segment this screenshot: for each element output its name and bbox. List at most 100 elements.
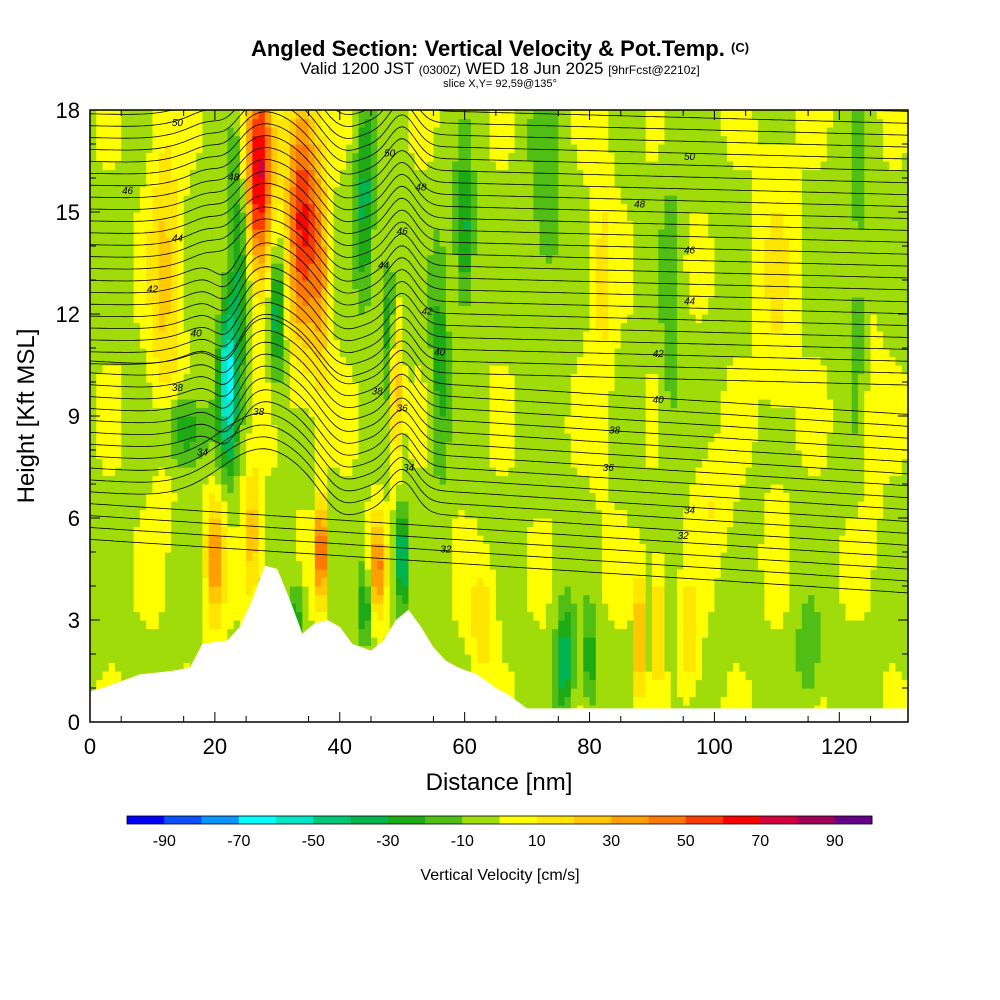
velocity-cell: [427, 620, 435, 630]
velocity-cell: [202, 365, 210, 375]
velocity-cell: [158, 178, 166, 188]
velocity-cell: [458, 390, 466, 400]
velocity-cell: [508, 611, 516, 621]
velocity-cell: [208, 305, 216, 315]
velocity-cell: [102, 433, 110, 443]
velocity-cell: [445, 424, 453, 434]
velocity-cell: [264, 127, 272, 137]
velocity-cell: [102, 331, 110, 341]
velocity-cell: [346, 467, 353, 477]
velocity-cell: [370, 356, 378, 366]
velocity-cell: [183, 305, 191, 315]
velocity-cell: [358, 220, 366, 230]
velocity-cell: [208, 569, 216, 579]
velocity-cell: [277, 509, 285, 519]
velocity-cell: [214, 620, 222, 630]
velocity-cell: [458, 263, 466, 273]
velocity-cell: [146, 127, 154, 137]
velocity-cell: [414, 195, 422, 205]
velocity-cell: [296, 152, 303, 162]
velocity-cell: [408, 569, 416, 579]
velocity-cell: [296, 305, 303, 315]
velocity-cell: [102, 144, 110, 154]
velocity-cell: [202, 127, 210, 137]
velocity-cell: [483, 161, 491, 171]
velocity-cell: [90, 492, 97, 502]
velocity-cell: [90, 365, 97, 375]
velocity-cell: [146, 118, 154, 128]
velocity-cell: [114, 416, 122, 426]
velocity-cell: [208, 229, 216, 239]
velocity-cell: [96, 637, 104, 647]
velocity-cell: [346, 620, 353, 630]
velocity-cell: [164, 526, 172, 536]
velocity-cell: [246, 586, 253, 596]
velocity-cell: [158, 526, 166, 536]
velocity-cell: [308, 322, 316, 332]
velocity-cell: [102, 560, 110, 570]
velocity-cell: [495, 458, 503, 468]
velocity-cell: [208, 288, 216, 298]
velocity-cell: [139, 161, 147, 171]
velocity-cell: [514, 696, 522, 706]
velocity-cell: [520, 586, 528, 596]
velocity-cell: [233, 373, 241, 383]
velocity-cell: [445, 458, 453, 468]
velocity-cell: [227, 441, 235, 451]
velocity-cell: [264, 365, 272, 375]
velocity-cell: [227, 518, 235, 528]
velocity-cell: [283, 501, 291, 511]
velocity-cell: [458, 373, 466, 383]
velocity-cell: [246, 399, 253, 409]
velocity-cell: [214, 407, 222, 417]
velocity-cell: [302, 127, 310, 137]
velocity-cell: [477, 339, 484, 349]
velocity-cell: [90, 518, 97, 528]
velocity-cell: [308, 424, 316, 434]
velocity-cell: [90, 620, 97, 630]
velocity-cell: [458, 552, 466, 562]
velocity-cell: [314, 280, 322, 290]
velocity-cell: [289, 271, 297, 281]
velocity-cell: [352, 407, 360, 417]
velocity-cell: [189, 543, 197, 553]
velocity-cell: [146, 645, 154, 655]
velocity-cell: [427, 373, 435, 383]
velocity-cell: [114, 305, 122, 315]
velocity-cell: [439, 246, 447, 256]
velocity-cell: [321, 569, 328, 579]
velocity-cell: [271, 407, 278, 417]
velocity-cell: [264, 382, 272, 392]
velocity-cell: [452, 195, 460, 205]
velocity-cell: [370, 416, 378, 426]
velocity-cell: [233, 135, 241, 145]
velocity-cell: [439, 603, 447, 613]
velocity-cell: [121, 475, 129, 485]
velocity-cell: [402, 407, 410, 417]
velocity-cell: [139, 237, 147, 247]
velocity-cell: [189, 322, 197, 332]
velocity-cell: [364, 280, 372, 290]
velocity-cell: [221, 161, 228, 171]
velocity-cell: [214, 433, 222, 443]
velocity-cell: [346, 501, 353, 511]
velocity-cell: [233, 441, 241, 451]
velocity-cell: [158, 416, 166, 426]
velocity-cell: [289, 484, 297, 494]
velocity-cell: [352, 339, 360, 349]
velocity-cell: [477, 611, 484, 621]
velocity-cell: [189, 297, 197, 307]
velocity-cell: [483, 543, 491, 553]
velocity-cell: [346, 543, 353, 553]
velocity-cell: [358, 390, 366, 400]
velocity-cell: [221, 229, 228, 239]
velocity-cell: [289, 161, 297, 171]
velocity-cell: [321, 450, 328, 460]
velocity-cell: [464, 543, 472, 553]
velocity-cell: [202, 586, 210, 596]
velocity-cell: [502, 152, 509, 162]
velocity-cell: [389, 322, 397, 332]
velocity-cell: [514, 501, 522, 511]
velocity-cell: [339, 399, 347, 409]
velocity-cell: [221, 339, 228, 349]
